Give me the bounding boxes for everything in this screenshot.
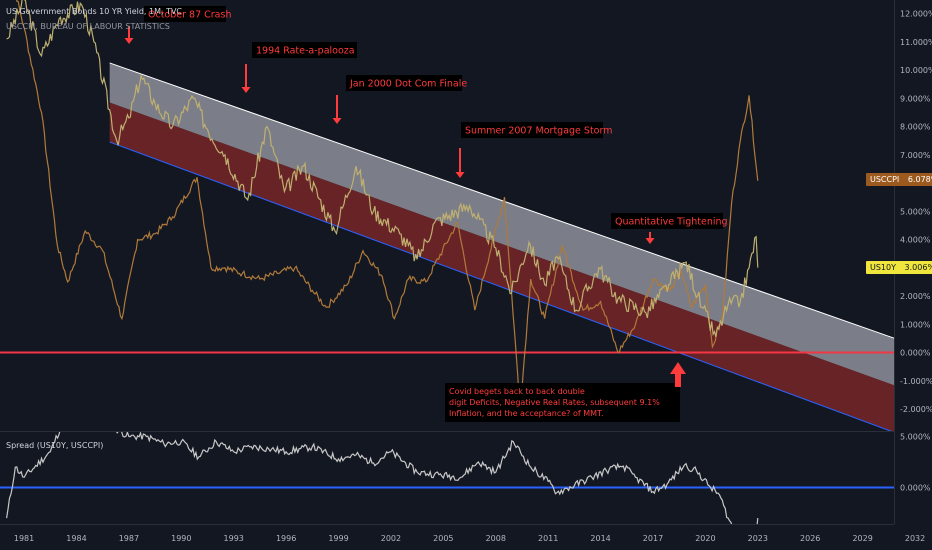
price-axis-tick: 4.000% (900, 236, 931, 245)
price-axis-tick: -2.000% (900, 405, 932, 414)
channel-lower-band (109, 102, 894, 431)
spread-line (6, 432, 759, 524)
price-axis-tick: 12.000% (900, 10, 932, 19)
annotation-text: Quantitative Tightening (615, 217, 728, 228)
price-axis-tick: 0.000% (900, 349, 931, 358)
annotation-arrowhead (241, 87, 251, 93)
annotation-text: October 87 Crash (148, 10, 231, 21)
yield-line (6, 0, 759, 338)
spread-legend: Spread (US10Y, USCCPI) (6, 441, 103, 450)
annotation-arrowhead (332, 118, 342, 124)
annotation-box (252, 42, 357, 58)
annotation-arrowhead (455, 172, 465, 178)
price-tag-value: 6.078% (907, 175, 932, 184)
price-axis-tick: 7.000% (900, 151, 931, 160)
price-tag-label: USCCPI (870, 175, 900, 184)
time-axis-tick: 2023 (748, 534, 768, 543)
time-axis-tick: 1987 (119, 534, 139, 543)
time-axis-tick: 1993 (224, 534, 244, 543)
annotation-text: Summer 2007 Mortgage Storm (465, 126, 612, 137)
time-axis-tick: 2032 (905, 534, 925, 543)
chart-subtitle: USCCPI, BUREAU OF LABOUR STATISTICS (6, 22, 170, 31)
annotation-box (611, 213, 723, 229)
time-axis-tick: 2005 (433, 534, 453, 543)
annotation-arrowhead (670, 362, 686, 374)
time-axis-tick: 2029 (852, 534, 872, 543)
price-axis-tick: 10.000% (900, 66, 932, 75)
time-axis-tick: 2008 (486, 534, 506, 543)
time-axis-tick: 2002 (381, 534, 401, 543)
annotation-text: Covid begets back to back double digit De… (449, 387, 660, 418)
time-axis-tick: 2026 (800, 534, 820, 543)
price-tag-value: 3.006% (904, 263, 932, 272)
price-axis-tick: 5.000% (900, 207, 931, 216)
time-axis-tick: 2014 (590, 534, 610, 543)
chart-title: US Government Bonds 10 YR Yield, 1M, TVC (6, 7, 183, 16)
annotation-box (346, 75, 462, 91)
time-axis-tick: 2017 (643, 534, 663, 543)
price-axis-tick: 1.000% (900, 320, 931, 329)
channel-top-line (109, 62, 894, 339)
annotation-box (461, 122, 603, 138)
price-axis-tick: 9.000% (900, 94, 931, 103)
cpi-line (16, 0, 759, 410)
price-axis-tick: 11.000% (900, 38, 932, 47)
channel-upper-band (109, 62, 894, 386)
spread-axis-tick: 5.000% (900, 433, 931, 442)
annotation-text: Jan 2000 Dot Com Finale (349, 79, 467, 90)
annotation-box (445, 383, 680, 422)
price-tag-us10y: US10Y 3.006% (866, 261, 932, 274)
time-axis-tick: 2011 (538, 534, 558, 543)
channel-bottom-line (109, 141, 892, 431)
annotation-box (144, 6, 226, 22)
annotation-text: 1994 Rate-a-palooza (256, 46, 355, 57)
annotation-arrow (675, 373, 681, 387)
time-axis-tick: 1996 (276, 534, 296, 543)
price-axis-tick: -1.000% (900, 377, 932, 386)
price-tag-label: US10Y (870, 263, 896, 272)
time-axis-tick: 1984 (66, 534, 86, 543)
spread-axis-tick: 0.000% (900, 484, 931, 493)
time-axis-tick: 1999 (328, 534, 348, 543)
time-axis-tick: 1981 (14, 534, 34, 543)
price-axis-tick: 8.000% (900, 123, 931, 132)
time-axis-tick: 2020 (695, 534, 715, 543)
time-axis-tick: 1990 (171, 534, 191, 543)
price-tag-usccpi: USCCPI 6.078% (866, 173, 932, 186)
price-axis-tick: 2.000% (900, 292, 931, 301)
annotation-arrowhead (645, 238, 655, 244)
annotation-arrowhead (124, 38, 134, 44)
